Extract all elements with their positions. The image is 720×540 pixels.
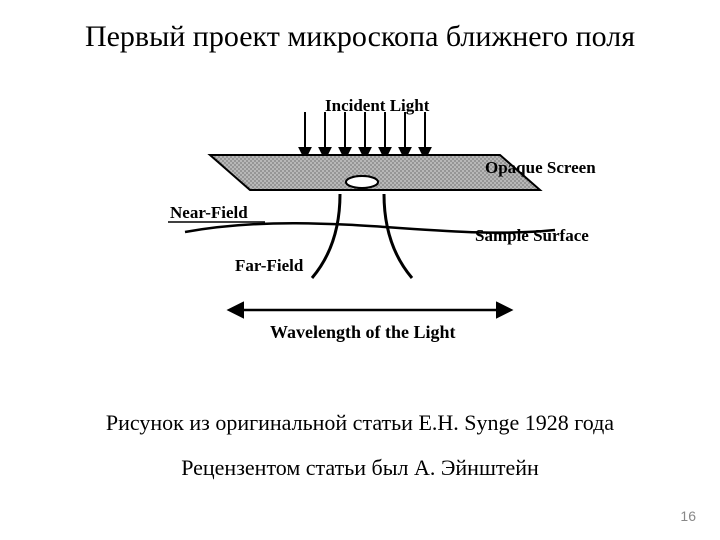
page-number: 16 bbox=[680, 508, 696, 524]
label-near-field: Near-Field bbox=[170, 203, 248, 223]
label-sample-surface: Sample Surface bbox=[475, 226, 589, 246]
label-far-field: Far-Field bbox=[235, 256, 303, 276]
caption-source: Рисунок из оригинальной статьи E.H. Syng… bbox=[0, 410, 720, 436]
slide: Первый проект микроскопа ближнего поля I… bbox=[0, 0, 720, 540]
label-incident-light: Incident Light bbox=[325, 96, 429, 116]
label-opaque-screen: Opaque Screen bbox=[485, 158, 596, 178]
caption-reviewer: Рецензентом статьи был А. Эйнштейн bbox=[0, 455, 720, 481]
label-wavelength: Wavelength of the Light bbox=[270, 322, 456, 343]
slide-title: Первый проект микроскопа ближнего поля bbox=[0, 20, 720, 54]
diagram-container: Incident Light Opaque Screen Near-Field … bbox=[140, 90, 590, 355]
